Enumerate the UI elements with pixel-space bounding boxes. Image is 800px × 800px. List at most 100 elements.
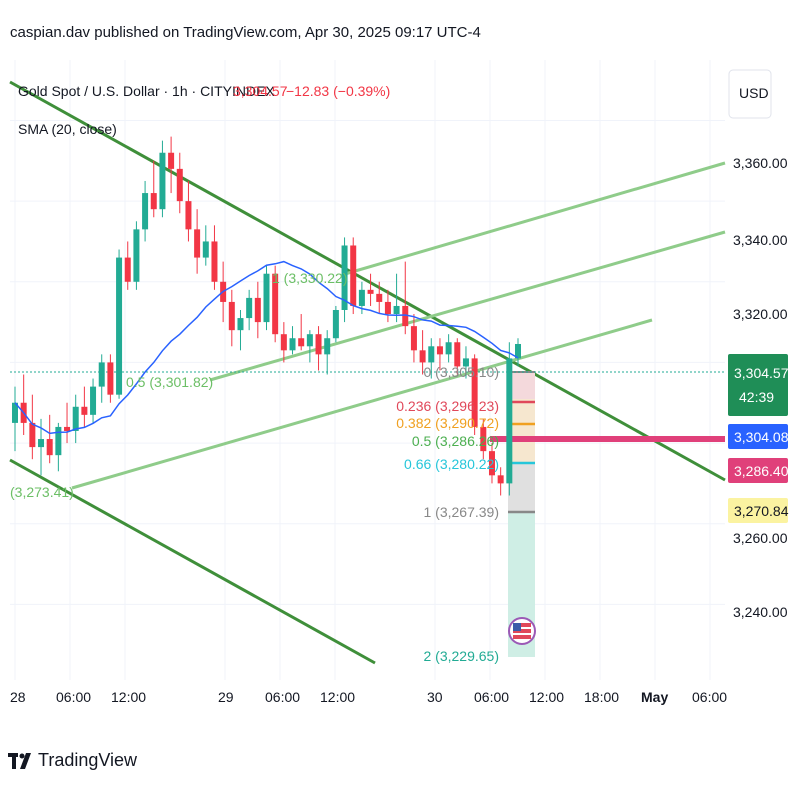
time-label: 06:00 bbox=[692, 689, 727, 705]
candle bbox=[202, 225, 209, 266]
ascending-line-2[interactable] bbox=[209, 230, 726, 382]
candle bbox=[306, 330, 313, 363]
fib-right-level-2: 2 (3,229.65) bbox=[424, 648, 500, 664]
candle-body bbox=[55, 426, 62, 456]
candle-body bbox=[38, 439, 45, 448]
candle bbox=[497, 467, 504, 496]
candle-body bbox=[419, 350, 426, 363]
candle-body bbox=[133, 229, 140, 282]
candle bbox=[194, 209, 201, 274]
candle bbox=[90, 378, 97, 423]
candle-body bbox=[402, 305, 409, 327]
candle bbox=[341, 237, 348, 323]
time-label: 06:00 bbox=[474, 689, 509, 705]
candle bbox=[29, 394, 36, 460]
price-tick-4: 3,260.00 bbox=[733, 530, 788, 546]
countdown-value: 42:39 bbox=[739, 389, 774, 405]
trend-channel[interactable] bbox=[9, 80, 726, 665]
candle-body bbox=[393, 305, 400, 315]
price-scale[interactable]: USD 3,360.00 3,340.00 3,320.00 3,260.00 … bbox=[728, 69, 789, 620]
fib-right-level-1: 1 (3,267.39) bbox=[424, 504, 500, 520]
candle-body bbox=[228, 301, 235, 331]
candle-body bbox=[497, 475, 504, 484]
candle-body bbox=[376, 293, 383, 302]
candle bbox=[55, 422, 62, 472]
candle bbox=[384, 289, 391, 323]
candle bbox=[176, 152, 183, 214]
candle bbox=[237, 310, 244, 351]
candle-body bbox=[315, 334, 322, 355]
candle bbox=[462, 346, 469, 379]
us-flag-event-icon[interactable] bbox=[508, 617, 536, 645]
candle bbox=[168, 136, 175, 194]
candle-body bbox=[298, 338, 305, 347]
candle bbox=[124, 241, 131, 290]
candle-body bbox=[246, 297, 253, 319]
candle bbox=[298, 314, 305, 351]
time-axis[interactable]: 28 06:00 12:00 29 06:00 12:00 30 06:00 1… bbox=[10, 689, 727, 705]
currency-box[interactable] bbox=[728, 69, 772, 119]
candle-body bbox=[46, 439, 53, 456]
footer: TradingView bbox=[8, 750, 137, 771]
chart-area[interactable]: 1 (3,330.22) 0.5 (3,301.82) (3,273.41) 0… bbox=[0, 60, 800, 720]
candle-body bbox=[462, 358, 469, 367]
candle bbox=[419, 330, 426, 375]
candle-body bbox=[341, 245, 348, 310]
candle-body bbox=[445, 342, 452, 355]
last-price-value: 3,304.57 bbox=[734, 365, 789, 381]
fib-left-level-05: 0.5 (3,301.82) bbox=[126, 374, 213, 390]
candle bbox=[46, 414, 53, 464]
candle-body bbox=[480, 426, 487, 452]
ascending-line-1[interactable] bbox=[344, 161, 726, 276]
candle bbox=[289, 326, 296, 355]
candle-body bbox=[90, 386, 97, 415]
candle-body bbox=[358, 289, 365, 306]
fib-right-level-05: 0.5 (3,286.26) bbox=[412, 433, 499, 449]
candle-body bbox=[280, 334, 287, 351]
candle-body bbox=[81, 406, 88, 415]
candle-body bbox=[384, 301, 391, 315]
candle-body bbox=[168, 152, 175, 169]
currency-label: USD bbox=[739, 85, 769, 101]
time-label: 29 bbox=[218, 689, 234, 705]
fib-zone-upper bbox=[508, 372, 535, 399]
candle bbox=[376, 281, 383, 315]
time-label: 12:00 bbox=[111, 689, 146, 705]
candle-body bbox=[410, 326, 417, 351]
legend: Gold Spot / U.S. Dollar · 1h · CITYINDEX… bbox=[18, 83, 390, 137]
candle-body bbox=[454, 342, 461, 367]
candle-body bbox=[488, 451, 495, 476]
fib-zone-lower bbox=[508, 464, 535, 512]
candle-body bbox=[159, 152, 166, 210]
candle bbox=[410, 314, 417, 363]
candle-body bbox=[64, 426, 71, 431]
ascending-line-3[interactable] bbox=[71, 318, 653, 490]
fib-zone-mid bbox=[508, 399, 535, 464]
price-tick-2: 3,340.00 bbox=[733, 232, 788, 248]
descending-upper-line[interactable] bbox=[9, 80, 726, 482]
candle bbox=[81, 386, 88, 427]
candle-body bbox=[272, 273, 279, 335]
descending-lower-line[interactable] bbox=[9, 458, 376, 665]
price-chart[interactable]: 1 (3,330.22) 0.5 (3,301.82) (3,273.41) 0… bbox=[0, 60, 800, 720]
candle bbox=[107, 354, 114, 403]
candle-body bbox=[98, 362, 105, 387]
candle-body bbox=[428, 346, 435, 363]
candle bbox=[12, 386, 18, 452]
candle-body bbox=[324, 338, 331, 355]
fib-right-level-0236: 0.236 (3,296.23) bbox=[396, 398, 499, 414]
candle bbox=[454, 338, 461, 375]
candle bbox=[254, 281, 261, 339]
sma-tag bbox=[728, 424, 788, 449]
candle-body bbox=[306, 334, 313, 347]
candle-body bbox=[29, 422, 36, 448]
candle-body bbox=[116, 257, 123, 395]
candle-body bbox=[107, 362, 114, 395]
candle bbox=[350, 237, 357, 315]
candle-body bbox=[142, 193, 149, 230]
time-label: 28 bbox=[10, 689, 26, 705]
candle-body bbox=[72, 406, 79, 431]
sma-line[interactable] bbox=[14, 260, 519, 435]
candle-body bbox=[263, 273, 270, 323]
publish-info: caspian.dav published on TradingView.com… bbox=[10, 24, 481, 41]
